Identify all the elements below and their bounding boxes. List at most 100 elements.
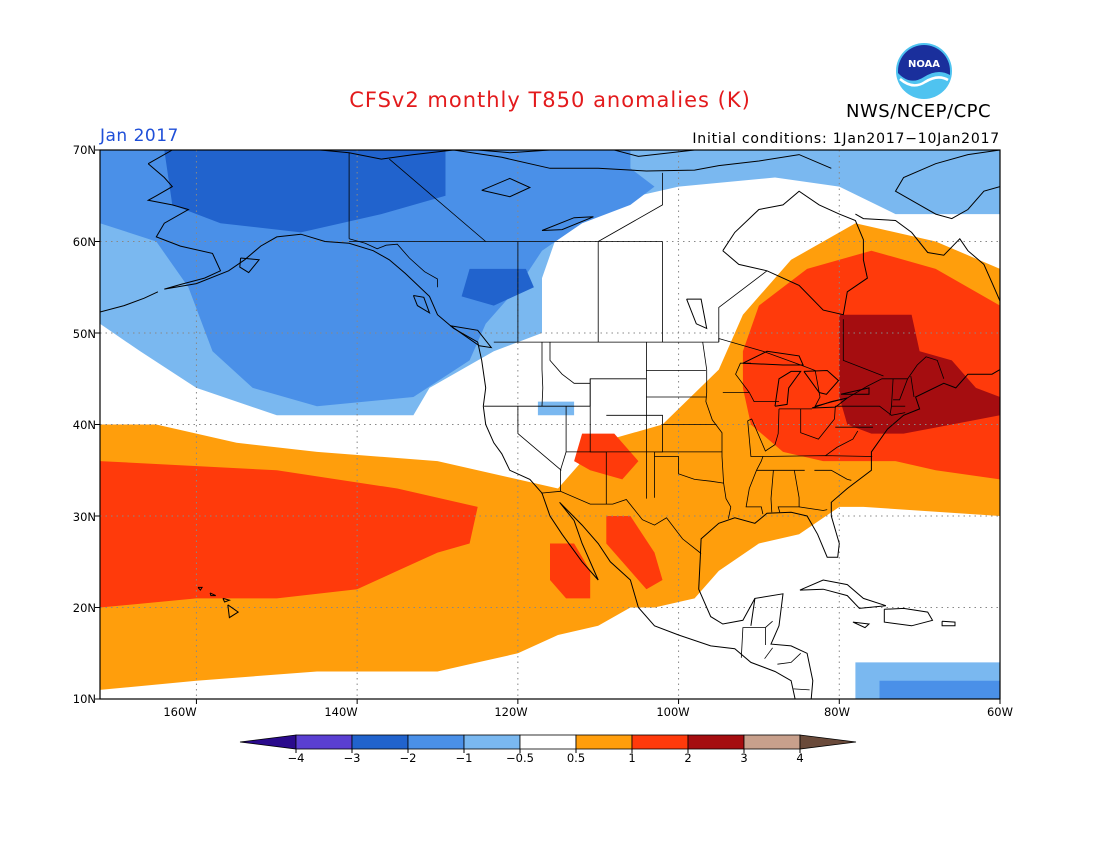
border-segment — [889, 378, 894, 416]
lat-label-70n: 70N — [72, 143, 96, 157]
border-segment — [606, 414, 663, 498]
colorbar-tick-1: 1 — [628, 751, 636, 765]
anomaly-region-4 — [879, 680, 1000, 699]
border-segment — [541, 490, 702, 554]
border-segment — [777, 653, 801, 665]
coastlines — [100, 150, 1056, 699]
border-segment — [589, 378, 647, 407]
colorbar-tick-minus4: −4 — [287, 751, 305, 765]
border-segment — [560, 406, 567, 492]
border-segment — [722, 392, 779, 403]
border-segment — [740, 620, 773, 658]
border-segment — [541, 342, 544, 407]
coastline-segment — [197, 586, 204, 591]
coastline-segment — [840, 387, 870, 395]
coastline-segment — [941, 620, 956, 627]
border-segment — [799, 506, 828, 511]
coastline-segment — [722, 190, 868, 316]
colorbar-tick-3: 3 — [740, 751, 748, 765]
lon-label-60w: 60W — [986, 705, 1013, 719]
border-segment — [598, 172, 663, 242]
lon-label-80w: 80W — [823, 705, 850, 719]
coastline-segment — [222, 597, 232, 603]
border-segment — [770, 470, 774, 513]
anomaly-region-9 — [742, 250, 1000, 480]
coastline-segment — [698, 369, 1000, 625]
colorbar-bin-3 — [407, 734, 465, 750]
coastline-segment — [541, 216, 594, 231]
coastline-segment — [227, 604, 240, 619]
anomaly-region-12 — [550, 543, 591, 599]
svg-text:NOAA: NOAA — [908, 59, 940, 70]
anomaly-region-13 — [839, 314, 1000, 434]
coastline-segment — [774, 370, 802, 407]
coastline-segment — [852, 621, 871, 629]
coastline-segment — [742, 350, 804, 366]
coastline-segment — [750, 593, 814, 699]
border-segment — [842, 319, 884, 377]
colorbar-bin-5 — [519, 734, 577, 750]
border-segment — [718, 337, 945, 407]
coastline-segment — [894, 150, 1000, 220]
agency-label: NWS/NCEP/CPC — [846, 101, 992, 122]
coastline-segment — [450, 325, 493, 349]
lon-label-100w: 100W — [656, 705, 690, 719]
anomaly-region-6 — [461, 268, 534, 306]
colorbar-bin-8 — [687, 734, 745, 750]
border-segment — [835, 405, 906, 416]
map-title: CFSv2 monthly T850 anomalies (K) — [349, 88, 751, 112]
lon-label-140w: 140W — [324, 705, 358, 719]
colorbar-bin-2 — [351, 734, 409, 750]
lat-label-30n: 30N — [72, 510, 96, 524]
colorbar-tick-2: 2 — [684, 751, 692, 765]
graticule — [100, 150, 1000, 699]
coastline-segment — [481, 177, 532, 198]
lat-label-40n: 40N — [72, 418, 96, 432]
colorbar-tick-minus3: −3 — [343, 751, 361, 765]
map-frame — [99, 149, 1001, 700]
colorbar-tick-minus2: −2 — [399, 751, 417, 765]
border-segment — [735, 362, 751, 393]
border-segment — [814, 469, 852, 481]
border-segment — [747, 408, 780, 452]
anomaly-region-0 — [100, 150, 1000, 416]
border-segment — [762, 455, 873, 457]
colorbar-bin-0 — [239, 734, 297, 750]
anomaly-region-8 — [100, 461, 478, 608]
anomaly-region-2 — [537, 401, 575, 416]
forecast-period: Jan 2017 — [100, 126, 179, 146]
colorbar-bin-7 — [631, 734, 689, 750]
border-segment — [793, 688, 810, 691]
border-segment — [800, 406, 836, 440]
border-segment — [702, 342, 732, 519]
coastline-segment — [146, 163, 796, 699]
colorbar-bin-1 — [295, 734, 353, 750]
border-segment — [764, 647, 773, 659]
border-segment — [549, 342, 591, 384]
coastline-segment — [1004, 317, 1056, 362]
coastline-segment — [239, 257, 261, 274]
border-segment — [517, 406, 562, 471]
coastline-segment — [209, 592, 216, 597]
colorbar-bin-10 — [799, 734, 857, 750]
coastline-segment — [412, 295, 431, 315]
anomaly-region-3 — [100, 150, 655, 407]
border-segment — [825, 430, 859, 456]
lon-label-160w: 160W — [163, 705, 197, 719]
lat-label-50n: 50N — [72, 327, 96, 341]
border-segment — [654, 456, 724, 484]
coastline-segment — [803, 369, 840, 395]
border-segment — [777, 470, 800, 513]
coastline-segment — [477, 150, 551, 154]
border-segment — [910, 375, 915, 398]
border-segment — [745, 420, 764, 515]
coastline-segment — [799, 579, 887, 609]
lat-label-60n: 60N — [72, 235, 96, 249]
colorbar-tick-minus0-5: −0.5 — [506, 751, 534, 765]
coastline-segment — [686, 298, 708, 330]
anomaly-region-11 — [606, 516, 663, 590]
colorbar-bin-6 — [575, 734, 633, 750]
anomaly-region-7 — [100, 223, 1000, 690]
lat-label-20n: 20N — [72, 601, 96, 615]
coastline-segment — [883, 607, 934, 627]
